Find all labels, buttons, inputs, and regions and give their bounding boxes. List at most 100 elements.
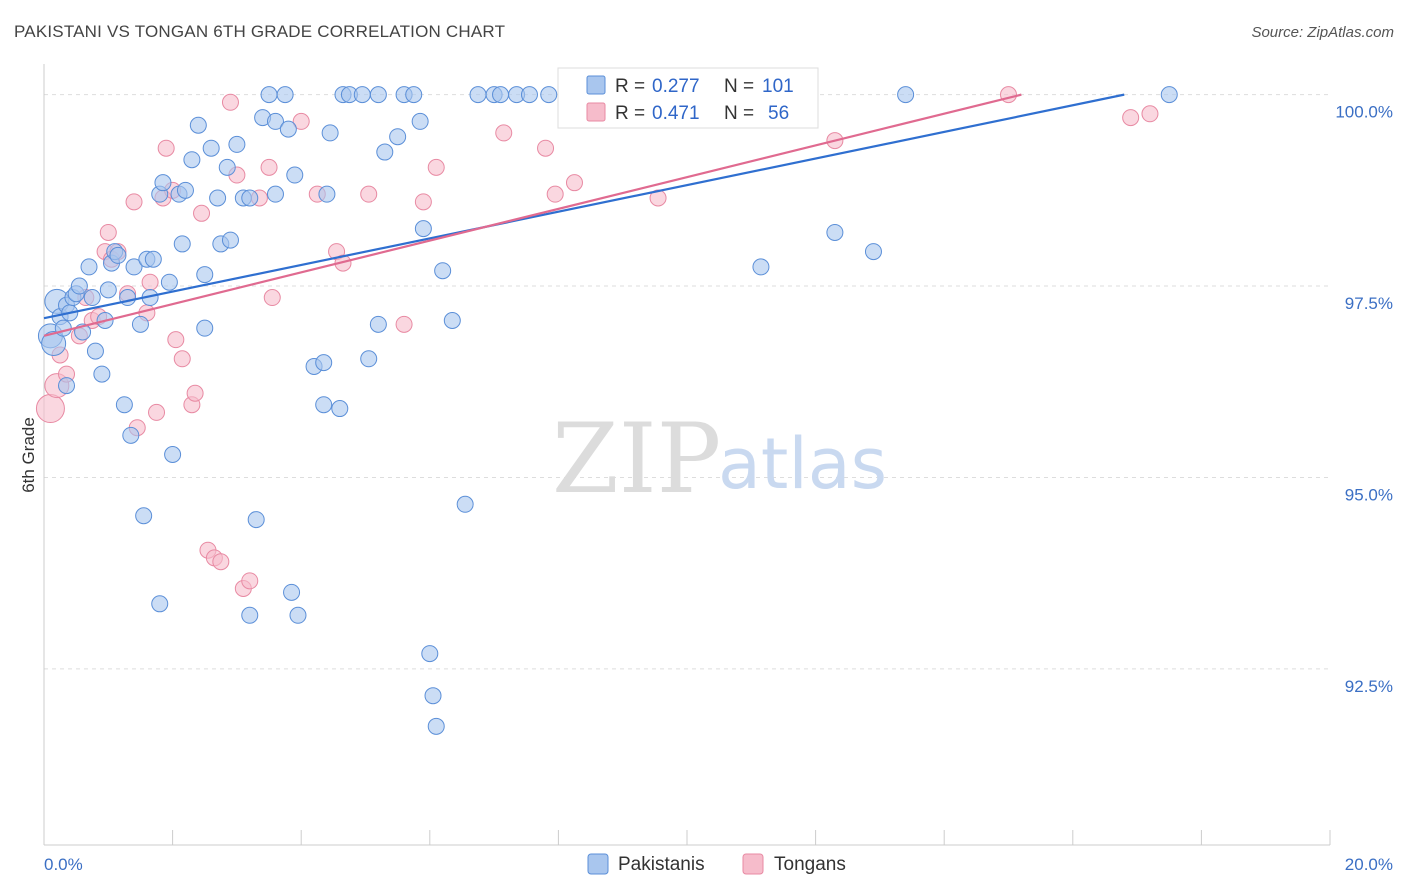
legend-n-label-2: N = xyxy=(724,103,754,124)
pakistanis-point-99 xyxy=(826,223,844,241)
pakistanis-point-42 xyxy=(202,139,220,157)
pakistanis-point-89 xyxy=(520,86,538,104)
stats-legend: R = 0.277 N = 101 R = 0.471 N = 56 xyxy=(557,67,819,129)
watermark: ZIP atlas xyxy=(552,403,887,515)
pakistanis-point-78 xyxy=(414,220,432,238)
legend-r-value-1: 0.277 xyxy=(652,76,700,97)
bottom-legend-swatch-pakistanis xyxy=(587,853,609,875)
y-axis-label: 6th Grade xyxy=(19,417,38,493)
pakistanis-point-15 xyxy=(93,365,111,383)
pakistanis-point-65 xyxy=(321,124,339,142)
pakistanis-point-13 xyxy=(83,289,101,307)
pakistanis-point-58 xyxy=(283,583,301,601)
pakistanis-point-17 xyxy=(99,281,117,299)
tongans-point-17 xyxy=(148,403,166,421)
tongans-point-45 xyxy=(537,139,555,157)
legend-r-label-2: R = xyxy=(615,103,645,124)
pakistanis-point-38 xyxy=(183,151,201,169)
pakistanis-point-59 xyxy=(286,166,304,184)
pakistanis-point-20 xyxy=(109,246,127,264)
pakistanis-point-50 xyxy=(241,606,259,624)
pakistanis-point-10 xyxy=(70,277,88,295)
pakistanis-point-85 xyxy=(469,86,487,104)
tongans-trend-line xyxy=(43,93,1022,337)
y-tick-label-1: 97.5% xyxy=(1345,294,1393,313)
y-tick-label-3: 92.5% xyxy=(1345,677,1393,696)
pakistanis-point-56 xyxy=(276,86,294,104)
pakistanis-point-87 xyxy=(492,86,510,104)
tongans-point-43 xyxy=(427,158,445,176)
pakistanis-point-32 xyxy=(154,174,172,192)
legend-swatch-tongans xyxy=(586,102,606,122)
pakistanis-point-101 xyxy=(897,86,915,104)
pakistanis-point-1 xyxy=(41,330,67,356)
legend-swatch-pakistanis xyxy=(586,75,606,95)
bottom-legend-tongans: Tongans xyxy=(774,854,846,875)
pakistanis-point-66 xyxy=(331,400,349,418)
pakistanis-point-74 xyxy=(389,128,407,146)
tongans-point-55 xyxy=(1141,105,1159,123)
chart-title: PAKISTANI VS TONGAN 6TH GRADE CORRELATIO… xyxy=(14,22,506,41)
pakistanis-point-69 xyxy=(353,86,371,104)
tongans-point-35 xyxy=(263,289,281,307)
axes xyxy=(43,64,1331,846)
x-tick-label-1: 20.0% xyxy=(1345,855,1393,874)
pakistanis-point-46 xyxy=(221,231,239,249)
pakistanis-point-72 xyxy=(369,86,387,104)
tongans-point-22 xyxy=(173,350,191,368)
pakistanis-point-64 xyxy=(318,185,336,203)
tongans-point-0 xyxy=(35,394,65,424)
pakistanis-point-14 xyxy=(86,342,104,360)
pakistanis-point-82 xyxy=(434,262,452,280)
tongans-point-36 xyxy=(292,112,310,130)
tongans-point-32 xyxy=(241,572,259,590)
tongans-point-28 xyxy=(212,553,230,571)
tongans-point-9 xyxy=(99,223,117,241)
x-tick-labels: 0.0% 20.0% xyxy=(44,855,1393,874)
pakistanis-point-43 xyxy=(209,189,227,207)
pakistanis-point-55 xyxy=(266,112,284,130)
legend-r-label-1: R = xyxy=(615,76,645,97)
tongans-point-42 xyxy=(414,193,432,211)
bottom-legend-swatch-tongans xyxy=(742,853,764,875)
pakistanis-point-25 xyxy=(131,315,149,333)
pakistanis-point-71 xyxy=(369,315,387,333)
pakistanis-point-83 xyxy=(443,312,461,330)
tongans-point-46 xyxy=(546,185,564,203)
tongans-point-47 xyxy=(565,174,583,192)
y-tick-label-2: 95.0% xyxy=(1345,485,1393,504)
pakistanis-point-7 xyxy=(58,377,76,395)
pakistanis-point-47 xyxy=(228,135,246,153)
pakistanis-point-77 xyxy=(411,112,429,130)
pakistanis-point-41 xyxy=(196,266,214,284)
pakistanis-point-90 xyxy=(540,86,558,104)
pakistanis-point-80 xyxy=(424,687,442,705)
pakistanis-point-37 xyxy=(176,181,194,199)
pakistanis-point-53 xyxy=(260,86,278,104)
pakistanis-point-51 xyxy=(247,511,265,529)
pakistanis-point-81 xyxy=(427,717,445,735)
pakistanis-point-73 xyxy=(376,143,394,161)
pakistanis-point-70 xyxy=(360,350,378,368)
legend-n-value-2: 56 xyxy=(768,103,789,124)
tongans-point-34 xyxy=(260,158,278,176)
tongans-point-41 xyxy=(395,315,413,333)
tongans-point-44 xyxy=(495,124,513,142)
watermark-atlas: atlas xyxy=(718,423,887,505)
x-tick-label-0: 0.0% xyxy=(44,855,83,874)
legend-n-value-1: 101 xyxy=(762,76,794,97)
tongans-point-19 xyxy=(157,139,175,157)
tongans-point-25 xyxy=(193,204,211,222)
pakistanis-point-24 xyxy=(125,258,143,276)
pakistanis-point-40 xyxy=(196,319,214,337)
pakistanis-point-54 xyxy=(266,185,284,203)
tongans-point-16 xyxy=(141,273,159,291)
pakistanis-point-30 xyxy=(151,595,169,613)
pakistanis-point-100 xyxy=(864,243,882,261)
tongans-point-13 xyxy=(125,193,143,211)
watermark-zip: ZIP xyxy=(552,403,721,515)
pakistanis-point-79 xyxy=(421,645,439,663)
legend-r-value-2: 0.471 xyxy=(652,103,700,124)
pakistanis-point-34 xyxy=(164,446,182,463)
